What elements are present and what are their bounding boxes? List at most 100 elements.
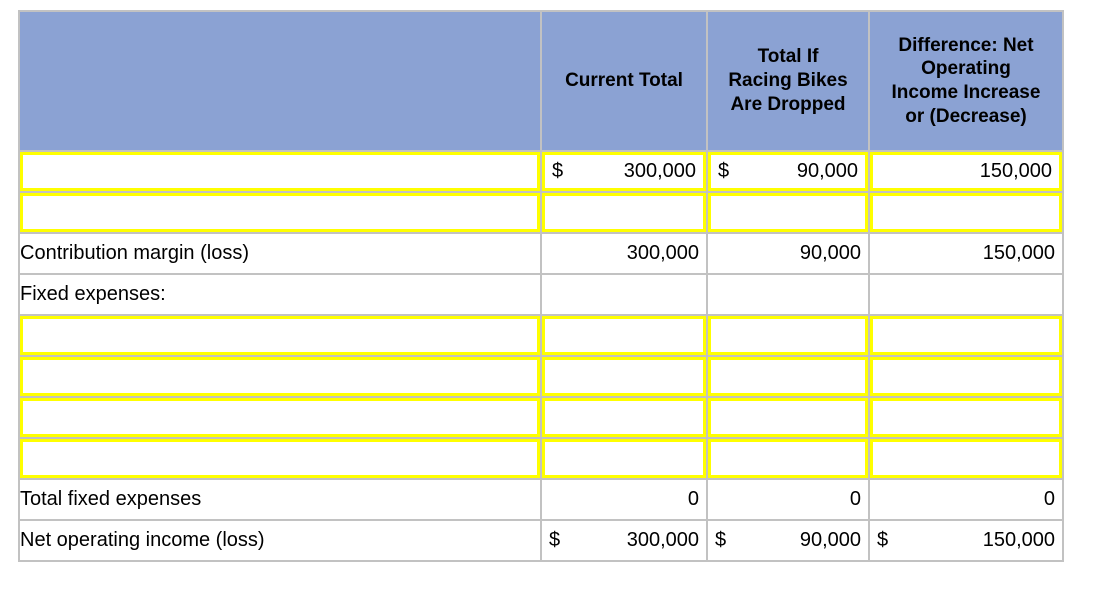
amount-input-field[interactable]: $90,000 [709, 153, 867, 190]
table-row: Net operating income (loss) $300,000 $90,0… [18, 519, 1064, 562]
amount-input-field[interactable] [709, 399, 867, 436]
amount-value: 0 [687, 488, 699, 510]
amount-input-cell[interactable] [868, 355, 1064, 398]
amount-input-field[interactable] [709, 194, 867, 231]
amount-input-cell[interactable] [868, 191, 1064, 234]
amount-display [871, 276, 1061, 313]
amount-value: 90,000 [799, 242, 861, 264]
amount-cell: $90,000 [706, 519, 870, 562]
amount-display: 90,000 [709, 235, 867, 272]
amount-cell: $150,000 [868, 519, 1064, 562]
amount-input-cell[interactable] [706, 396, 870, 439]
table-row: Fixed expenses: [18, 273, 1064, 316]
currency-symbol: $ [715, 529, 727, 551]
row-label-input-cell[interactable] [18, 150, 542, 193]
table-header-row: Current Total Total If Racing Bikes Are D… [18, 10, 1064, 152]
row-label-input-cell[interactable] [18, 314, 542, 357]
table-row [18, 355, 1064, 398]
table-row [18, 314, 1064, 357]
amount-input-field[interactable] [709, 317, 867, 354]
amount-display: 0 [543, 481, 705, 518]
amount-input-field[interactable] [543, 358, 705, 395]
amount-cell [868, 273, 1064, 316]
amount-cell: 90,000 [706, 232, 870, 275]
label-input-field[interactable] [21, 358, 539, 395]
amount-display: $300,000 [543, 522, 705, 559]
amount-value: 0 [1043, 488, 1055, 510]
amount-input-field[interactable] [871, 194, 1061, 231]
amount-input-cell[interactable] [540, 191, 708, 234]
amount-input-field[interactable] [871, 317, 1061, 354]
amount-input-field[interactable] [871, 440, 1061, 477]
row-label-cell: Total fixed expenses [18, 478, 542, 521]
amount-value: 90,000 [799, 529, 861, 551]
amount-cell: 300,000 [540, 232, 708, 275]
amount-input-field[interactable] [871, 399, 1061, 436]
label-input-field[interactable] [21, 399, 539, 436]
amount-input-cell[interactable] [706, 437, 870, 480]
amount-value: 90,000 [796, 160, 858, 182]
amount-input-cell[interactable] [706, 314, 870, 357]
amount-value: 300,000 [626, 242, 699, 264]
comparative-income-statement: Current Total Total If Racing Bikes Are D… [18, 10, 1064, 562]
label-input-field[interactable] [21, 317, 539, 354]
amount-input-cell[interactable] [868, 396, 1064, 439]
row-label-input-cell[interactable] [18, 396, 542, 439]
amount-cell [540, 273, 708, 316]
amount-value: 150,000 [979, 160, 1052, 182]
amount-value: 300,000 [626, 529, 699, 551]
amount-cell: 150,000 [868, 232, 1064, 275]
amount-input-cell[interactable] [540, 314, 708, 357]
table-row [18, 191, 1064, 234]
amount-cell [706, 273, 870, 316]
amount-value: 150,000 [982, 242, 1055, 264]
amount-cell: 0 [706, 478, 870, 521]
amount-input-field[interactable] [543, 194, 705, 231]
amount-input-cell[interactable] [540, 355, 708, 398]
amount-input-field[interactable] [543, 440, 705, 477]
row-label-input-cell[interactable] [18, 191, 542, 234]
currency-symbol: $ [718, 160, 730, 182]
amount-input-cell[interactable] [706, 355, 870, 398]
table-row: $300,000 $90,000 150,000 [18, 150, 1064, 193]
amount-input-field[interactable] [871, 358, 1061, 395]
amount-display [543, 276, 705, 313]
table-row [18, 437, 1064, 480]
amount-input-field[interactable] [543, 399, 705, 436]
amount-input-field[interactable]: $300,000 [543, 153, 705, 190]
amount-value: 300,000 [623, 160, 696, 182]
label-input-field[interactable] [21, 153, 539, 190]
amount-value: 0 [849, 488, 861, 510]
amount-input-cell[interactable] [540, 437, 708, 480]
amount-input-field[interactable] [709, 440, 867, 477]
label-input-field[interactable] [21, 440, 539, 477]
column-header-difference-net-operating-income: Difference: Net Operating Income Increas… [868, 10, 1064, 152]
comparative-analysis-table: Current Total Total If Racing Bikes Are D… [18, 10, 1064, 562]
amount-input-field[interactable] [543, 317, 705, 354]
label-input-field[interactable] [21, 194, 539, 231]
column-header-total-if-racing-bikes-dropped: Total If Racing Bikes Are Dropped [706, 10, 870, 152]
amount-display: 150,000 [871, 235, 1061, 272]
row-label-cell: Net operating income (loss) [18, 519, 542, 562]
row-label-input-cell[interactable] [18, 355, 542, 398]
row-label-input-cell[interactable] [18, 437, 542, 480]
column-header-blank [18, 10, 542, 152]
amount-input-cell[interactable] [706, 191, 870, 234]
row-label-cell: Contribution margin (loss) [18, 232, 542, 275]
amount-input-cell[interactable]: $300,000 [540, 150, 708, 193]
amount-input-cell[interactable] [868, 437, 1064, 480]
amount-input-field[interactable] [709, 358, 867, 395]
amount-input-field[interactable]: 150,000 [871, 153, 1061, 190]
amount-input-cell[interactable]: $90,000 [706, 150, 870, 193]
currency-symbol: $ [549, 529, 561, 551]
currency-symbol: $ [552, 160, 564, 182]
amount-display: $150,000 [871, 522, 1061, 559]
amount-input-cell[interactable] [540, 396, 708, 439]
table-row [18, 396, 1064, 439]
amount-display: 0 [709, 481, 867, 518]
table-body: $300,000 $90,000 150,000 Contribution margi… [18, 150, 1064, 562]
amount-display: $90,000 [709, 522, 867, 559]
amount-input-cell[interactable]: 150,000 [868, 150, 1064, 193]
amount-input-cell[interactable] [868, 314, 1064, 357]
